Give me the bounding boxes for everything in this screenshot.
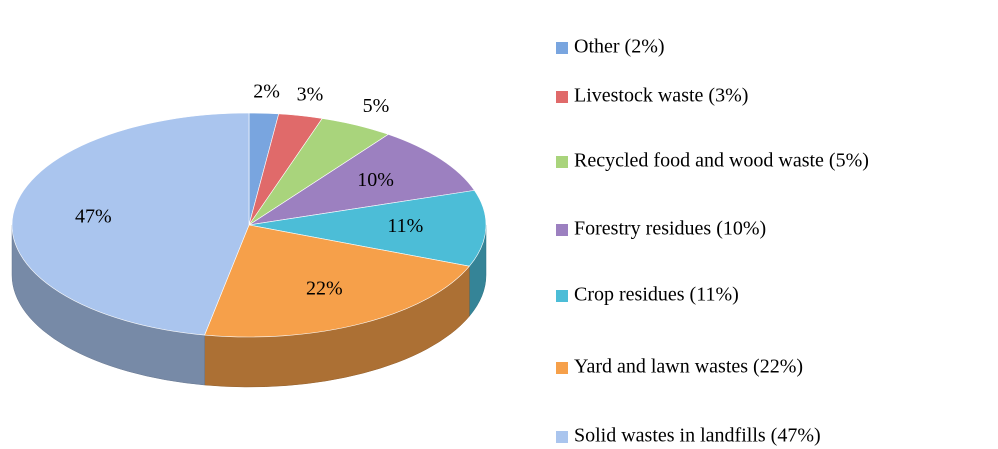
slice [248, 134, 475, 226]
legend-label: Forestry residues (10%) [574, 218, 766, 240]
data-label: 47% [75, 206, 112, 228]
legend-label: Other (2%) [574, 36, 665, 58]
legend-swatch [556, 290, 568, 302]
legend-label: Solid wastes in landfills (47%) [574, 425, 821, 447]
legend-label: Livestock waste (3%) [574, 85, 748, 107]
slice [204, 224, 470, 338]
data-label: 2% [253, 81, 280, 103]
legend-swatch [556, 42, 568, 54]
legend-swatch [556, 362, 568, 374]
legend-swatch [556, 431, 568, 443]
data-label: 22% [306, 277, 343, 299]
legend-swatch [556, 224, 568, 236]
slice [248, 190, 487, 267]
legend-swatch [556, 91, 568, 103]
legend-swatch [556, 156, 568, 168]
legend-label: Recycled food and wood waste (5%) [574, 150, 869, 172]
data-label: 10% [357, 169, 394, 191]
data-label: 11% [387, 215, 423, 237]
data-label: 5% [363, 95, 390, 117]
data-label: 3% [297, 84, 324, 106]
slice [11, 112, 250, 336]
legend-label: Crop residues (11%) [574, 284, 739, 306]
legend-label: Yard and lawn wastes (22%) [574, 356, 803, 378]
